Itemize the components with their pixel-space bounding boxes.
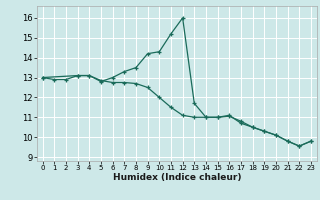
X-axis label: Humidex (Indice chaleur): Humidex (Indice chaleur) <box>113 173 241 182</box>
